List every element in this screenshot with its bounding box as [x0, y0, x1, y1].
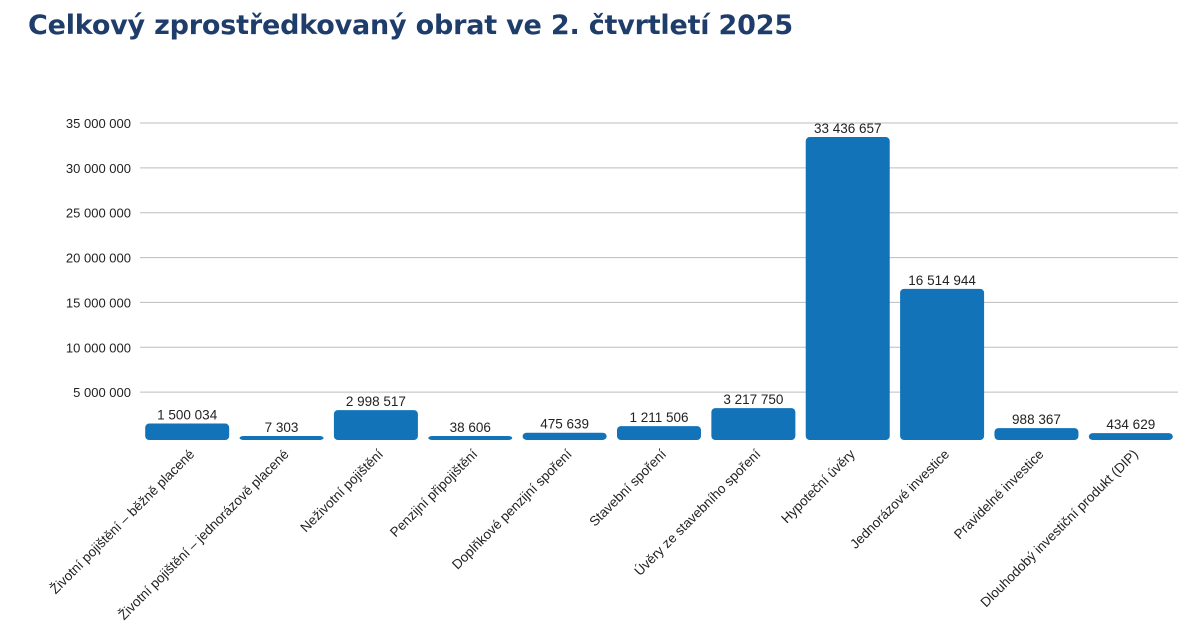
y-tick-label: 30 000 000: [66, 161, 131, 176]
bar: [522, 432, 607, 440]
y-tick-label: 10 000 000: [66, 340, 131, 355]
bars: [145, 137, 1173, 440]
data-label: 2 998 517: [346, 394, 406, 409]
category-label: Životní pojištění – běžně placené: [47, 447, 197, 597]
gridlines: [140, 122, 1178, 393]
chart-title: Celkový zprostředkovaný obrat ve 2. čtvr…: [28, 10, 793, 41]
data-label: 38 606: [450, 420, 491, 435]
data-label: 1 211 506: [629, 410, 688, 425]
y-tick-label: 5 000 000: [73, 385, 131, 400]
bar: [145, 423, 230, 440]
data-label: 7 303: [265, 420, 299, 435]
data-label: 16 514 944: [908, 273, 976, 288]
category-label: Pravidelné investice: [951, 447, 1047, 543]
data-label: 475 639: [540, 417, 589, 432]
category-label: Stavební spoření: [586, 446, 669, 529]
bar: [239, 436, 324, 440]
y-tick-label: 20 000 000: [66, 251, 131, 266]
bar: [1088, 433, 1173, 440]
bar: [617, 426, 701, 440]
bar: [711, 408, 796, 440]
y-tick-label: 35 000 000: [66, 116, 131, 131]
bar: [805, 137, 890, 440]
y-axis-ticks: 5 000 000 10 000 000 15 000 000 20 000 000 2…: [66, 116, 131, 400]
y-tick-label: 15 000 000: [66, 295, 131, 310]
data-labels: 1 500 034 7 303 2 998 517 38 606 475 639 1 21…: [157, 121, 1155, 435]
y-tick-label: 25 000 000: [66, 206, 131, 221]
category-label: Hypoteční úvěry: [778, 446, 858, 526]
data-label: 434 629: [1106, 417, 1155, 432]
category-label: Penzijní připojištění: [387, 446, 481, 540]
bar: [900, 288, 985, 440]
bar: [994, 428, 1079, 440]
data-label: 1 500 034: [157, 408, 218, 423]
category-label: Životní pojištění – jednorázově placené: [115, 447, 291, 623]
bar: [428, 436, 513, 440]
category-label: Jednorázové investice: [847, 447, 952, 552]
category-label: Dlouhodobý investiční produkt (DIP): [978, 447, 1141, 610]
data-label: 988 367: [1012, 412, 1061, 427]
x-axis-labels: Životní pojištění – běžně placenéŽivotní…: [47, 446, 1141, 622]
data-label: 3 217 750: [723, 392, 783, 407]
data-label: 33 436 657: [814, 121, 882, 136]
category-label: Neživotní pojištění: [297, 446, 386, 535]
bar: [333, 410, 418, 440]
